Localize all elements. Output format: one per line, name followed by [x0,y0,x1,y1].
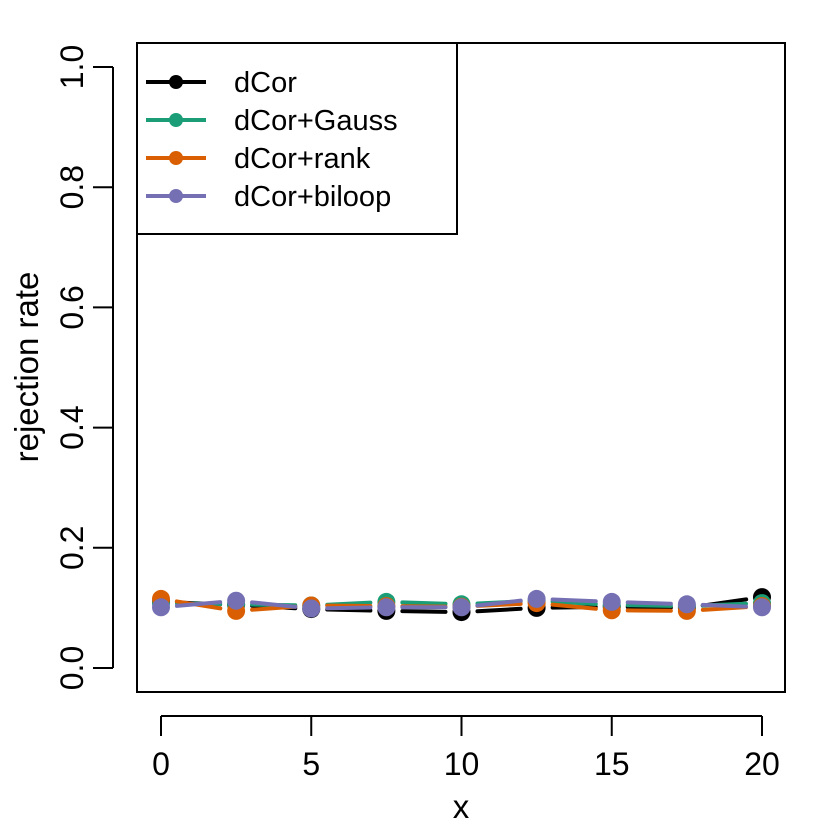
series-segment [625,600,673,606]
legend-item: dCor [146,67,297,99]
data-point [753,598,771,617]
x-tick-label: 0 [152,746,170,782]
y-tick-label: 0.6 [54,285,90,329]
y-tick-label: 1.0 [54,45,90,89]
x-tick-label: 15 [594,746,630,782]
data-point [527,589,546,608]
data-point [677,595,696,614]
legend-item: dCor+rank [146,143,371,175]
data-point [152,598,170,617]
series-segment [400,600,448,606]
series-segment [550,597,598,604]
x-tick-label: 10 [444,746,480,782]
legend-box [136,42,458,235]
legend-marker [169,189,183,203]
series-segment [700,602,749,609]
legend-marker [169,113,183,127]
y-axis: 0.0 0.2 0.4 0.6 0.8 1.0 [54,45,114,690]
legend: dCor dCor+Gauss dCor+rank dCor+biloop [136,42,458,235]
series-segment [550,599,598,607]
data-point [377,598,396,617]
series-segment [325,605,373,611]
series-segment [250,600,298,609]
x-tick-label: 5 [302,746,320,782]
y-tick-label: 0.2 [54,526,90,570]
series-segment [625,603,673,608]
y-tick-label: 0.0 [54,646,90,690]
series-layer [152,588,771,622]
data-point [452,598,471,617]
y-tick-label: 0.8 [54,165,90,209]
series-segment [475,606,523,614]
series-4 [152,589,771,618]
legend-marker [169,151,183,165]
legend-marker [169,75,183,89]
series-segment [550,602,598,611]
series-segment [400,609,448,614]
x-tick-label: 20 [744,746,780,782]
legend-label: dCor+Gauss [234,105,398,137]
y-tick-label: 0.4 [54,405,90,449]
legend-label: dCor+rank [234,143,371,175]
series-segment [174,600,223,608]
plot-frame [136,42,786,693]
legend-label: dCor [234,67,297,99]
x-axis: 0 5 10 15 20 [152,715,780,782]
data-point [302,599,321,618]
y-axis-title: rejection rate [8,272,45,463]
data-point [602,592,621,611]
series-segment [475,598,523,608]
data-point [227,591,246,610]
legend-item: dCor+Gauss [146,105,398,137]
x-axis-title: x [453,788,470,825]
legend-label: dCor+biloop [234,181,391,213]
legend-item: dCor+biloop [146,181,391,213]
